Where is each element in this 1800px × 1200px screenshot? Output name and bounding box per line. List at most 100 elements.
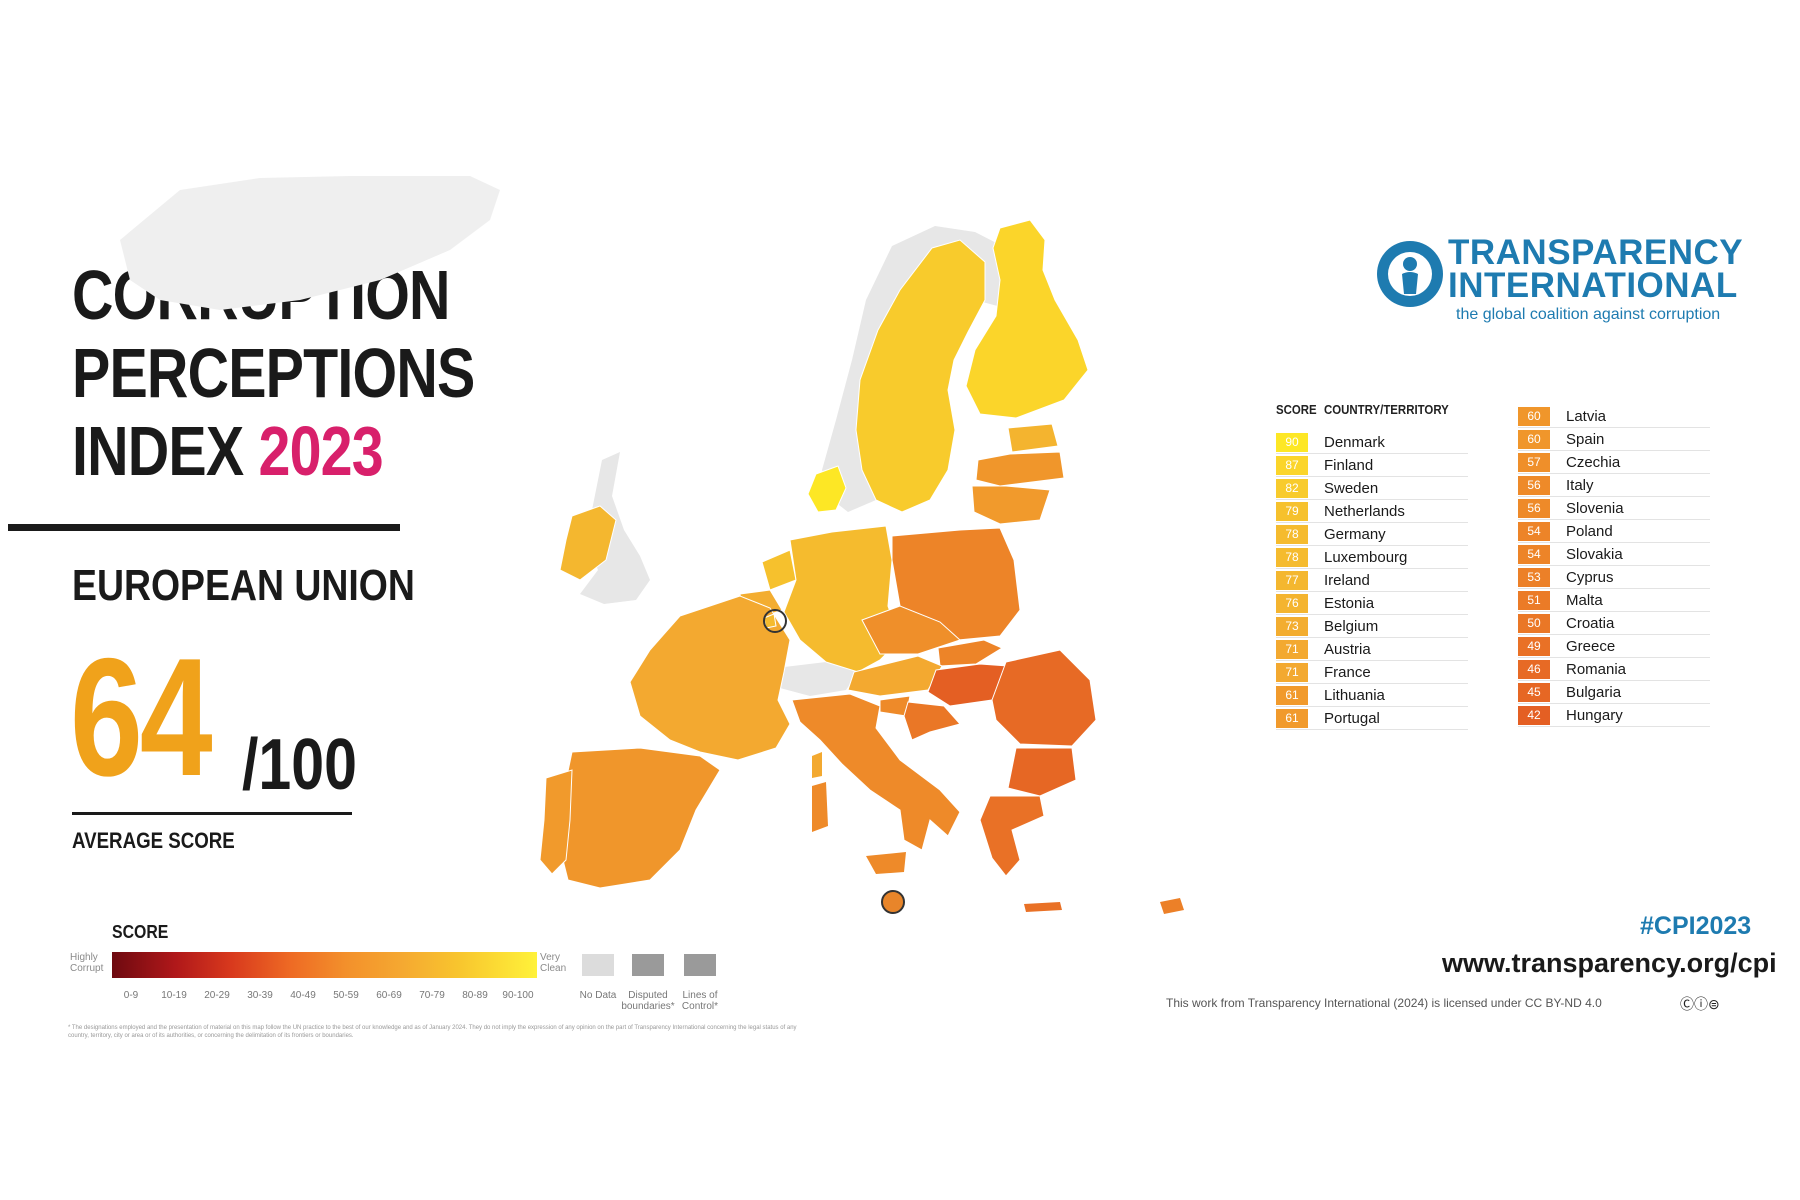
legend-tick: 0-9	[123, 990, 139, 1001]
country-croatia	[903, 701, 961, 741]
row-country: Luxembourg	[1324, 549, 1408, 566]
country-romania	[991, 649, 1097, 747]
title-divider	[8, 524, 400, 531]
legend-color-scale	[112, 952, 537, 978]
island-sicily	[866, 852, 906, 874]
row-score: 56	[1518, 499, 1550, 518]
row-country: Romania	[1566, 661, 1627, 678]
row-country: Poland	[1566, 523, 1613, 540]
legend-tick: 50-59	[333, 990, 359, 1001]
row-score: 61	[1276, 709, 1308, 728]
legend-tick: 30-39	[247, 990, 273, 1001]
country-italy	[791, 693, 961, 851]
row-score: 76	[1276, 594, 1308, 613]
row-score: 77	[1276, 571, 1308, 590]
website-url[interactable]: www.transparency.org/cpi	[1442, 948, 1777, 978]
row-country: Slovakia	[1566, 546, 1623, 563]
island-crete	[1024, 902, 1062, 912]
table-row: 45 Bulgaria	[1518, 682, 1710, 704]
legend-tick: 20-29	[204, 990, 230, 1001]
table-row: 53 Cyprus	[1518, 567, 1710, 589]
average-score-value: 64	[70, 623, 213, 811]
legend-title: SCORE	[112, 922, 169, 942]
row-country: Cyprus	[1566, 569, 1614, 586]
title-line-3: INDEX 2023	[72, 412, 384, 490]
row-country: Malta	[1566, 592, 1603, 609]
legend-no-data-swatch	[582, 954, 614, 976]
table-row: 78 Germany	[1276, 524, 1468, 546]
row-country: Netherlands	[1324, 503, 1405, 520]
row-country: Bulgaria	[1566, 684, 1622, 701]
island-sardinia	[812, 782, 828, 832]
table-row: 71 Austria	[1276, 639, 1468, 661]
country-czechia	[861, 605, 961, 655]
table-row: 73 Belgium	[1276, 616, 1468, 638]
legend-tick: 90-100	[502, 990, 534, 1001]
table-row: 46 Romania	[1518, 659, 1710, 681]
footnote: * The designations employed and the pres…	[68, 1025, 797, 1039]
legend-loc-label: Lines of Control*	[681, 990, 719, 1012]
table-header-score: SCORE	[1276, 402, 1317, 417]
row-country: Sweden	[1324, 480, 1379, 497]
table-row: 56 Slovenia	[1518, 498, 1710, 520]
row-country: Denmark	[1324, 434, 1385, 451]
row-score: 79	[1276, 502, 1308, 521]
table-row: 60 Spain	[1518, 429, 1710, 451]
legend-disputed-label: Disputed boundaries*	[621, 990, 675, 1012]
title-index-text: INDEX	[72, 412, 259, 490]
table-row: 82 Sweden	[1276, 478, 1468, 500]
country-ireland	[559, 505, 617, 581]
island-corsica	[812, 752, 822, 778]
table-row: 54 Slovakia	[1518, 544, 1710, 566]
country-austria	[847, 655, 943, 697]
country-greece	[979, 795, 1045, 877]
table-row: 51 Malta	[1518, 590, 1710, 612]
license-text: This work from Transparency Internationa…	[1166, 996, 1602, 1010]
row-country: Spain	[1566, 431, 1605, 448]
table-header-country: COUNTRY/TERRITORY	[1324, 402, 1449, 417]
row-score: 50	[1518, 614, 1550, 633]
legend-loc-swatch	[684, 954, 716, 976]
table-row: 49 Greece	[1518, 636, 1710, 658]
row-country: Germany	[1324, 526, 1386, 543]
country-denmark	[807, 465, 847, 513]
row-country: Greece	[1566, 638, 1616, 655]
table-row: 61 Lithuania	[1276, 685, 1468, 707]
country-cyprus	[1160, 898, 1184, 914]
row-score: 78	[1276, 548, 1308, 567]
country-bulgaria	[1007, 747, 1077, 797]
table-row: 57 Czechia	[1518, 452, 1710, 474]
marker-malta	[881, 890, 905, 914]
row-score: 54	[1518, 545, 1550, 564]
row-score: 51	[1518, 591, 1550, 610]
legend-tick: 70-79	[419, 990, 445, 1001]
row-country: Croatia	[1566, 615, 1615, 632]
country-estonia	[1007, 423, 1059, 453]
hashtag: #CPI2023	[1640, 912, 1752, 940]
row-score: 61	[1276, 686, 1308, 705]
row-score: 60	[1518, 430, 1550, 449]
legend-tick: 40-49	[290, 990, 316, 1001]
greenland-shape	[120, 176, 500, 310]
table-row: 50 Croatia	[1518, 613, 1710, 635]
row-country: Slovenia	[1566, 500, 1624, 517]
title-year: 2023	[258, 412, 383, 490]
table-row: 78 Luxembourg	[1276, 547, 1468, 569]
row-score: 54	[1518, 522, 1550, 541]
row-country: Ireland	[1324, 572, 1370, 589]
brand-name-line2: INTERNATIONAL	[1448, 266, 1738, 305]
table-row: 71 France	[1276, 662, 1468, 684]
row-score: 90	[1276, 433, 1308, 452]
row-score: 73	[1276, 617, 1308, 636]
average-score-max: /100	[242, 725, 357, 805]
country-spain	[557, 747, 721, 889]
legend-tick: 80-89	[462, 990, 488, 1001]
marker-luxembourg	[763, 609, 787, 633]
row-score: 53	[1518, 568, 1550, 587]
row-score: 82	[1276, 479, 1308, 498]
row-country: Latvia	[1566, 408, 1607, 425]
country-france	[629, 595, 791, 761]
row-score: 49	[1518, 637, 1550, 656]
country-sweden	[855, 239, 986, 513]
row-score: 60	[1518, 407, 1550, 426]
